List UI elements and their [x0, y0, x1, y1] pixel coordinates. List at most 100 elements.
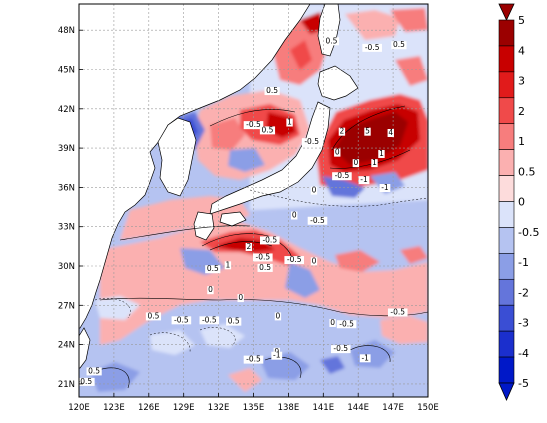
contour-label-bg	[271, 351, 283, 360]
map-gridlines	[79, 4, 428, 397]
contour-label: 0	[312, 186, 317, 195]
contour-label: 0.5	[266, 86, 278, 95]
contour-label-bg	[274, 312, 282, 321]
colorbar-label: -1	[518, 256, 529, 269]
x-tick-label: 141E	[312, 403, 334, 413]
contour-label-bg	[301, 138, 322, 147]
contour-label: -0.5	[339, 319, 354, 328]
contour-label-bg	[243, 355, 264, 364]
colorbar-cell	[498, 71, 515, 99]
y-tick-label: 39N	[58, 144, 75, 154]
y-tick-label: 30N	[58, 262, 75, 272]
contour-label-bg	[387, 308, 408, 317]
y-tick-label: 42N	[58, 105, 75, 115]
contour-label: 0.5	[261, 125, 273, 134]
contour-label: 2	[340, 127, 345, 136]
contour-label: 2	[246, 242, 251, 251]
contour-label: 5	[365, 127, 370, 136]
contour-label: -0.5	[246, 355, 261, 364]
colorbar-label: 5	[518, 14, 525, 27]
contour-label-bg	[330, 345, 351, 354]
contour-label: 0	[330, 318, 335, 327]
colorbar-cell	[498, 201, 515, 228]
contour-label: 0.5	[325, 36, 337, 45]
contour-label: 4	[388, 128, 393, 137]
contour-label: -0.5	[365, 43, 380, 52]
x-tick-label: 138E	[278, 403, 300, 413]
contour-label: -0.5	[333, 344, 348, 353]
contour-label-bg	[286, 118, 293, 127]
contour-label: 0.5	[207, 264, 219, 273]
colorbar-cell	[498, 97, 515, 125]
contour-label: 1	[226, 260, 231, 269]
x-tick-label: 123E	[103, 403, 125, 413]
contour-label-bg	[259, 236, 280, 245]
colorbar-cell	[498, 45, 515, 73]
x-tick-label: 147E	[382, 403, 404, 413]
contour-label-bg	[307, 216, 328, 225]
x-tick-label: 126E	[138, 403, 160, 413]
contour-label-bg	[245, 242, 253, 251]
contour-label: 0	[353, 158, 358, 167]
x-tick-label: 150E	[417, 403, 439, 413]
colorbar-label: 3	[518, 75, 525, 88]
contour-label-bg	[237, 294, 244, 303]
contour-label: 0	[208, 285, 213, 294]
contour-label: 0	[335, 148, 340, 157]
contour-label-bg	[207, 286, 214, 295]
contour-label: 0	[274, 347, 279, 356]
contour-label: 1	[379, 149, 384, 158]
contour-label-bg	[224, 261, 232, 270]
y-tick-label: 21N	[58, 380, 75, 390]
contour-label: -0.5	[304, 137, 319, 146]
y-tick-label: 24N	[58, 341, 75, 351]
colorbar-label: -3	[518, 317, 529, 330]
contour-label-bg	[243, 121, 264, 130]
x-tick-label: 135E	[243, 403, 265, 413]
contour-label-bg	[257, 263, 273, 272]
colorbar-cell	[498, 304, 515, 332]
contour-label: -1	[361, 353, 369, 362]
y-tick-label: 27N	[58, 301, 75, 311]
contour-label-bg	[387, 129, 394, 137]
contour-label: -0.5	[202, 315, 217, 324]
colorbar-label: -0.5	[518, 226, 539, 239]
colorbar-cell	[498, 330, 515, 358]
contour-label: -1	[360, 175, 368, 184]
x-tick-label: 132E	[208, 403, 230, 413]
contour-label-bg	[338, 127, 346, 136]
colorbar-cell	[498, 227, 515, 254]
contour-label: -0.5	[335, 171, 350, 180]
contour-label: 1	[372, 158, 377, 167]
contour-label: -0.5	[390, 307, 405, 316]
colorbar-label: -2	[518, 286, 529, 299]
colorbar-cell	[498, 175, 515, 202]
contour-label: 0	[238, 293, 243, 302]
contour-label: -0.5	[287, 255, 302, 264]
colorbar-label: 4	[518, 44, 525, 57]
contour-label-bg	[391, 41, 407, 50]
contour-label: -0.5	[246, 120, 261, 129]
colorbar-cell	[498, 19, 515, 47]
y-tick-label: 45N	[58, 66, 75, 76]
colorbar-cell	[498, 123, 515, 150]
contour-label-bg	[336, 320, 357, 329]
land-masses	[79, 4, 359, 369]
contour-label: -0.5	[255, 252, 270, 261]
x-tick-label: 120E	[68, 403, 90, 413]
colorbar-cell	[498, 253, 515, 280]
contour-label-bg	[310, 257, 318, 266]
colorbar-label: -4	[518, 347, 529, 360]
contour-label-bg	[205, 265, 221, 274]
y-tick-label: 36N	[58, 183, 75, 193]
contour-label-bg	[359, 354, 371, 363]
contour-label: 0	[292, 211, 297, 220]
contour-label: 0.5	[88, 366, 100, 375]
contour-label: -0.5	[174, 315, 189, 324]
contour-label-bg	[310, 186, 318, 195]
contour-label-bg	[253, 253, 273, 262]
contour-label-bg	[291, 211, 298, 220]
contour-label-bg	[334, 148, 341, 157]
contour-label-bg	[358, 176, 370, 185]
contour-label-bg	[371, 159, 378, 168]
